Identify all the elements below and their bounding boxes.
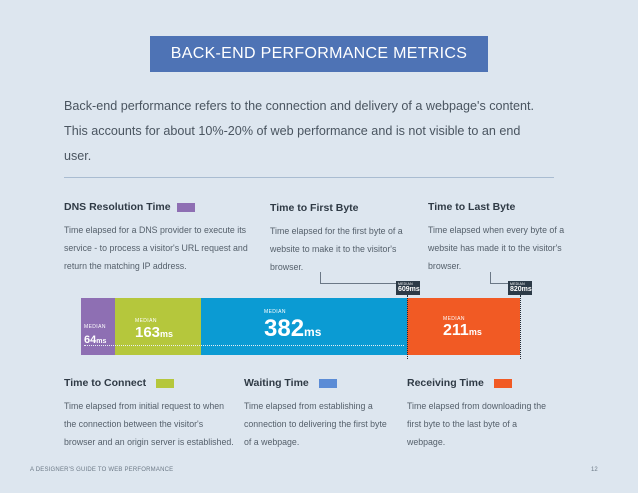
marker-value: 609ms — [398, 286, 420, 293]
first-byte-marker: MEDIAN 609ms — [396, 281, 420, 295]
dns-resolution-block: DNS Resolution Time Time elapsed for a D… — [64, 200, 254, 275]
segment-median-label: MEDIAN — [264, 309, 286, 315]
marker-median-label: MEDIAN — [510, 282, 525, 286]
connect-segment: MEDIAN 163ms — [115, 298, 201, 355]
receiving-title: Receiving Time — [407, 377, 484, 389]
connect-heading: Time to Connect — [64, 376, 234, 390]
segment-value: 211 — [443, 322, 469, 339]
first-byte-block: Time to First Byte Time elapsed for the … — [270, 201, 410, 276]
waiting-color-swatch — [318, 378, 337, 388]
last-byte-marker: MEDIAN 820ms — [508, 281, 532, 295]
last-byte-heading: Time to Last Byte — [428, 200, 566, 214]
segment-median-label: MEDIAN — [135, 318, 157, 324]
last-byte-block: Time to Last Byte Time elapsed when ever… — [428, 200, 566, 275]
receiving-segment: MEDIAN 211ms — [407, 298, 520, 355]
segment-value: 382 — [264, 315, 305, 342]
connect-title: Time to Connect — [64, 377, 147, 389]
page-title: BACK-END PERFORMANCE METRICS — [150, 36, 488, 72]
waiting-title: Waiting Time — [244, 377, 309, 389]
connect-desc: Time elapsed from initial request to whe… — [64, 401, 234, 447]
waiting-heading: Waiting Time — [244, 376, 394, 390]
first-byte-desc: Time elapsed for the first byte of a web… — [270, 226, 403, 272]
marker-median-label: MEDIAN — [398, 282, 413, 286]
dns-span-arrow — [84, 345, 404, 346]
segment-unit: ms — [468, 327, 482, 337]
segment-unit: ms — [160, 329, 174, 339]
first-byte-connector-v — [320, 272, 321, 283]
dns-resolution-title: DNS Resolution Time — [64, 201, 171, 213]
receiving-heading: Receiving Time — [407, 376, 557, 390]
receiving-desc: Time elapsed from downloading the first … — [407, 401, 547, 447]
segment-value: 64 — [84, 334, 97, 346]
last-byte-connector-h — [490, 283, 508, 284]
first-byte-dotted-line — [407, 295, 408, 359]
dns-segment: MEDIAN 64ms — [81, 298, 115, 355]
last-byte-title: Time to Last Byte — [428, 201, 516, 213]
receiving-block: Receiving Time Time elapsed from downloa… — [407, 376, 557, 451]
segment-median-label: MEDIAN — [443, 316, 465, 322]
last-byte-dotted-line — [520, 295, 521, 359]
first-byte-connector-h — [320, 283, 396, 284]
dns-color-swatch — [176, 202, 195, 212]
segment-median-label: MEDIAN — [84, 324, 106, 330]
segment-unit: ms — [304, 325, 322, 339]
last-byte-connector-v — [490, 272, 491, 283]
footer-title: A DESIGNER'S GUIDE TO WEB PERFORMANCE — [30, 467, 174, 473]
page-number: 12 — [591, 467, 598, 473]
segment-value: 163 — [135, 324, 161, 341]
segment-unit: ms — [96, 338, 107, 345]
last-byte-desc: Time elapsed when every byte of a websit… — [428, 225, 565, 271]
waiting-block: Waiting Time Time elapsed from establish… — [244, 376, 394, 451]
first-byte-title: Time to First Byte — [270, 202, 359, 214]
connect-block: Time to Connect Time elapsed from initia… — [64, 376, 234, 451]
receiving-color-swatch — [493, 378, 512, 388]
waiting-segment: MEDIAN 382ms — [201, 298, 407, 355]
waiting-desc: Time elapsed from establishing a connect… — [244, 401, 387, 447]
divider — [64, 177, 554, 178]
dns-resolution-heading: DNS Resolution Time — [64, 200, 254, 214]
connect-color-swatch — [156, 378, 175, 388]
marker-value: 820ms — [510, 286, 532, 293]
intro-paragraph: Back-end performance refers to the conne… — [64, 99, 535, 163]
first-byte-heading: Time to First Byte — [270, 201, 410, 215]
dns-resolution-desc: Time elapsed for a DNS provider to execu… — [64, 225, 248, 271]
